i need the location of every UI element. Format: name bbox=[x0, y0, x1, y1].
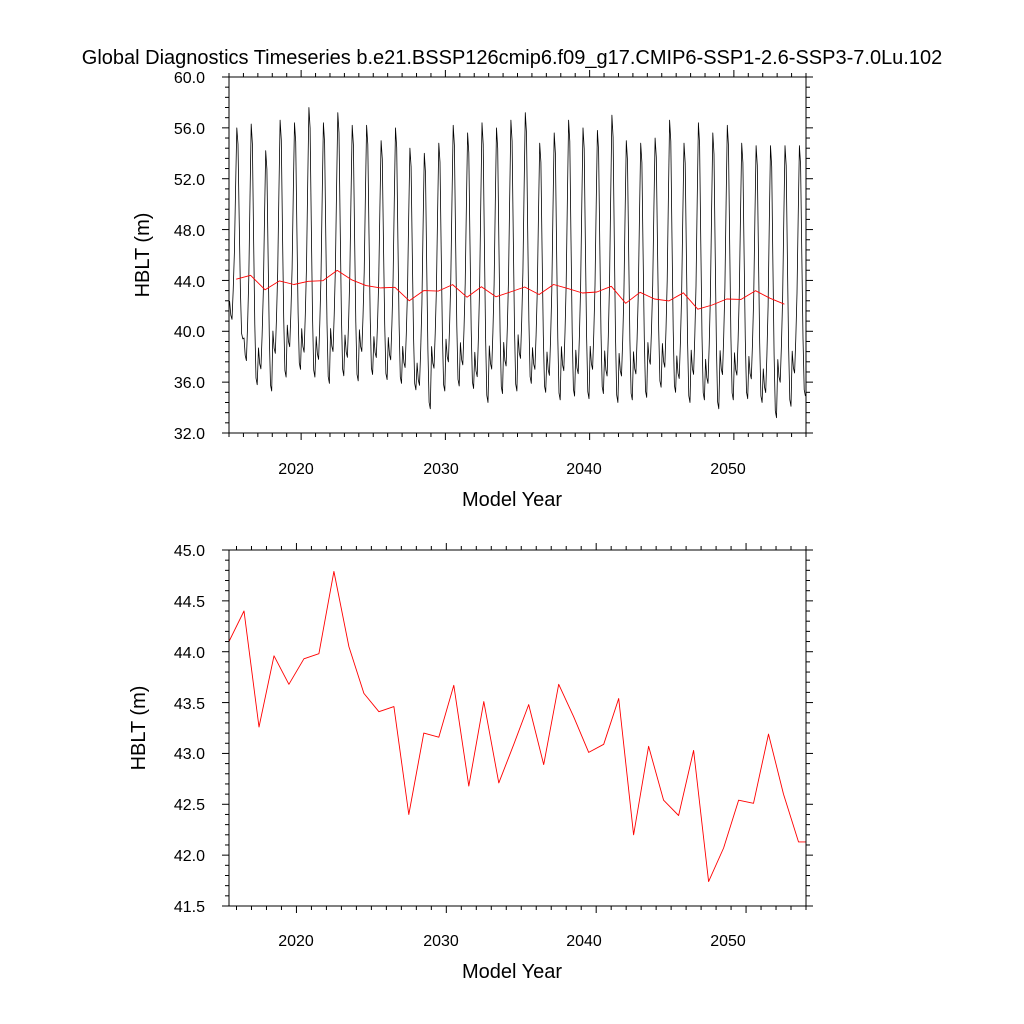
bottom-x-tick-label-2: 2040 bbox=[566, 933, 602, 950]
bottom-y-tick-label-1: 42.0 bbox=[174, 848, 205, 865]
bottom-panel-plot-lines bbox=[228, 570, 806, 883]
top-y-tick-label-0: 32.0 bbox=[174, 426, 205, 443]
top-y-axis-label: HBLT (m) bbox=[132, 213, 154, 298]
bottom-panel-minor-ticks bbox=[225, 546, 810, 910]
top-y-tick-label-4: 48.0 bbox=[174, 223, 205, 240]
bottom-x-tick-label-3: 2050 bbox=[710, 933, 746, 950]
top-panel-minor-ticks bbox=[225, 73, 810, 437]
top-panel-plot-lines bbox=[229, 107, 806, 419]
bottom-y-axis-label: HBLT (m) bbox=[128, 686, 150, 771]
top-y-tick-label-1: 36.0 bbox=[174, 375, 205, 392]
bottom-y-tick-label-7: 45.0 bbox=[174, 543, 205, 560]
top-x-axis-label: Model Year bbox=[462, 489, 562, 511]
top-y-tick-label-3: 44.0 bbox=[174, 274, 205, 291]
top-y-tick-label-7: 60.0 bbox=[174, 70, 205, 87]
top-x-tick-label-2: 2040 bbox=[566, 461, 602, 478]
top-series-line-1 bbox=[236, 269, 785, 310]
bottom-panel-frame bbox=[228, 549, 807, 907]
bottom-y-tick-label-4: 43.5 bbox=[174, 696, 205, 713]
top-panel: 32.0 36.0 40.0 44.0 48.0 52.0 56.0 60.0 … bbox=[132, 70, 813, 511]
top-y-tick-label-5: 52.0 bbox=[174, 172, 205, 189]
chart-title: Global Diagnostics Timeseries b.e21.BSSP… bbox=[82, 47, 942, 69]
top-panel-frame bbox=[228, 76, 807, 434]
bottom-y-tick-label-0: 41.5 bbox=[174, 899, 205, 916]
top-series-line-0 bbox=[229, 107, 806, 419]
bottom-y-tick-label-2: 42.5 bbox=[174, 797, 205, 814]
bottom-panel-major-ticks bbox=[222, 543, 813, 913]
bottom-y-tick-label-5: 44.0 bbox=[174, 645, 205, 662]
bottom-y-tick-label-3: 43.0 bbox=[174, 746, 205, 763]
top-x-tick-label-3: 2050 bbox=[710, 461, 746, 478]
top-y-tick-label-2: 40.0 bbox=[174, 324, 205, 341]
top-y-tick-label-6: 56.0 bbox=[174, 121, 205, 138]
bottom-y-tick-label-6: 44.5 bbox=[174, 594, 205, 611]
bottom-x-axis-label: Model Year bbox=[462, 961, 562, 983]
top-panel-major-ticks bbox=[222, 70, 813, 440]
bottom-series-line-0 bbox=[228, 570, 806, 883]
bottom-x-tick-label-1: 2030 bbox=[423, 933, 459, 950]
top-x-tick-label-0: 2020 bbox=[278, 461, 314, 478]
bottom-x-tick-label-0: 2020 bbox=[278, 933, 314, 950]
top-x-tick-label-1: 2030 bbox=[423, 461, 459, 478]
bottom-panel: 41.5 42.0 42.5 43.0 43.5 44.0 44.5 45.0 … bbox=[128, 543, 813, 983]
